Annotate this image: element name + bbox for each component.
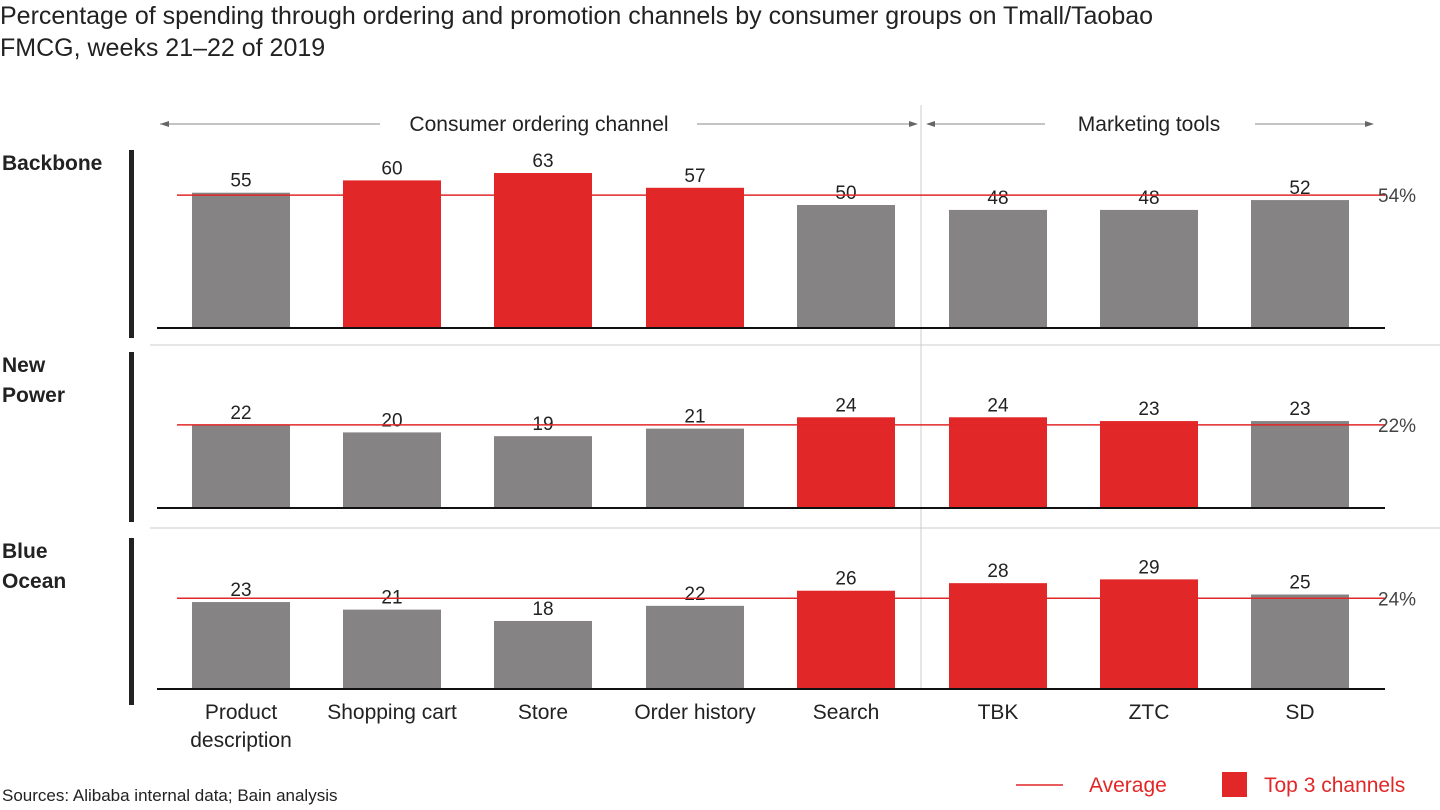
data-label: 20 <box>381 410 402 431</box>
bar <box>1100 209 1198 328</box>
panel-label: Power <box>2 384 65 407</box>
bar <box>1251 421 1349 508</box>
data-label: 21 <box>684 407 705 428</box>
bar <box>192 424 290 508</box>
data-label: 55 <box>230 171 251 192</box>
bar <box>494 173 592 328</box>
arrow-left-icon <box>160 121 169 127</box>
category-label: Order history <box>634 701 756 724</box>
data-label: 22 <box>684 584 705 605</box>
arrow-left-icon <box>926 121 935 127</box>
group-header: Consumer ordering channel <box>409 113 668 136</box>
category-label: Shopping cart <box>327 701 457 724</box>
average-label: 22% <box>1378 416 1416 437</box>
panel-bracket <box>129 150 134 338</box>
panel-bracket <box>129 538 134 705</box>
bar <box>494 620 592 689</box>
data-label: 24 <box>835 395 857 416</box>
bar <box>797 590 895 689</box>
panel-label: Backbone <box>2 152 102 175</box>
data-label: 48 <box>987 188 1008 209</box>
bar <box>949 209 1047 328</box>
data-label: 23 <box>230 580 251 601</box>
average-label: 24% <box>1378 589 1416 610</box>
legend-average-label: Average <box>1089 774 1167 797</box>
panel-bracket <box>129 352 134 522</box>
legend-top3-swatch <box>1222 772 1247 797</box>
source-note: Sources: Alibaba internal data; Bain ana… <box>2 786 338 805</box>
category-label: Search <box>813 701 880 724</box>
bar <box>1251 594 1349 689</box>
chart-title: Percentage of spending through ordering … <box>0 2 1154 30</box>
panel-label: Blue <box>2 540 48 563</box>
data-label: 60 <box>381 158 402 179</box>
bar <box>192 192 290 328</box>
category-label: TBK <box>978 701 1019 724</box>
panel-label: Ocean <box>2 570 66 593</box>
bar <box>1100 421 1198 508</box>
bar <box>797 417 895 508</box>
bar <box>646 605 744 689</box>
category-label: Store <box>518 701 568 724</box>
chart-subtitle: FMCG, weeks 21–22 of 2019 <box>0 34 326 62</box>
bar <box>343 432 441 508</box>
data-label: 28 <box>987 561 1008 582</box>
category-label: Product <box>205 701 278 724</box>
data-label: 50 <box>835 183 856 204</box>
group-header: Marketing tools <box>1078 113 1220 136</box>
data-label: 29 <box>1138 557 1159 578</box>
bar <box>494 436 592 508</box>
data-label: 25 <box>1289 573 1310 594</box>
data-label: 23 <box>1289 399 1310 420</box>
category-label: ZTC <box>1129 701 1170 724</box>
average-label: 54% <box>1378 186 1416 207</box>
arrow-right-icon <box>909 121 918 127</box>
bar <box>1100 579 1198 689</box>
bar <box>192 602 290 689</box>
panel-label: New <box>2 354 46 377</box>
data-label: 57 <box>684 166 705 187</box>
data-label: 23 <box>1138 399 1159 420</box>
data-label: 24 <box>987 395 1009 416</box>
category-label: description <box>190 729 292 752</box>
bar <box>949 583 1047 689</box>
data-label: 48 <box>1138 188 1159 209</box>
data-label: 26 <box>835 569 856 590</box>
bar <box>797 205 895 328</box>
bar <box>343 609 441 689</box>
data-label: 18 <box>532 599 553 620</box>
bar <box>646 187 744 328</box>
category-label: SD <box>1285 701 1314 724</box>
bar <box>646 428 744 508</box>
data-label: 22 <box>230 403 251 424</box>
data-label: 52 <box>1289 178 1310 199</box>
arrow-right-icon <box>1365 121 1374 127</box>
bar <box>949 417 1047 508</box>
bar <box>1251 200 1349 328</box>
legend-top3-label: Top 3 channels <box>1264 774 1405 797</box>
bar <box>343 180 441 328</box>
data-label: 63 <box>532 151 553 172</box>
